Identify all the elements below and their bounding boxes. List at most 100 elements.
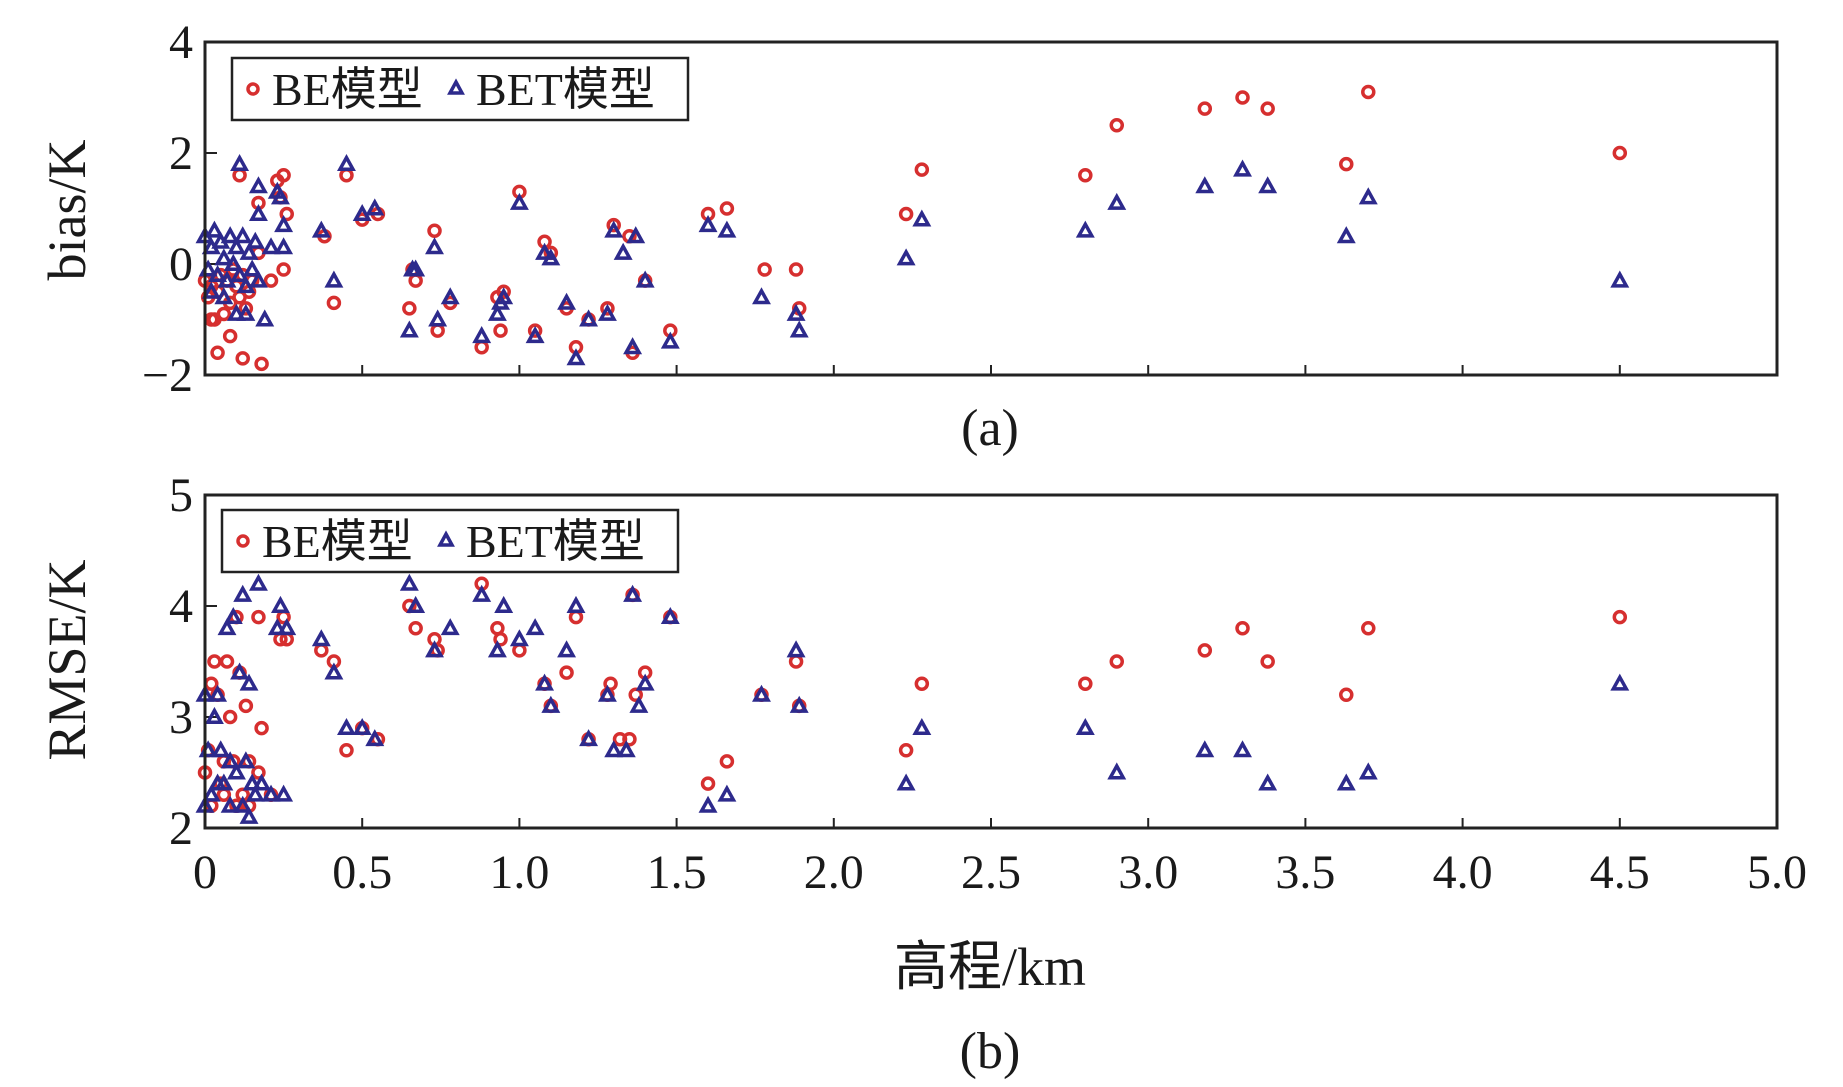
panel-a-bet-point	[399, 320, 419, 338]
panel-a-legend-bet-marker	[447, 78, 465, 95]
panel-b-be-point	[222, 709, 238, 725]
panel-a-ylabel: bias/K	[37, 140, 97, 281]
panel-a-legend-be-label: BE模型	[272, 64, 423, 115]
panel-b-be-point	[339, 743, 354, 758]
panel-a-bet-point	[1610, 270, 1630, 288]
panel-a-be-point	[263, 273, 279, 288]
panel-b-xlabel: 高程/km	[894, 937, 1086, 997]
panel-a-be-point	[326, 295, 342, 311]
panel-b-bet-point	[267, 618, 287, 636]
panel-a-bet-point	[597, 303, 617, 321]
panel-a-bet-point	[635, 270, 655, 288]
panel-a-bet-point	[311, 220, 331, 238]
panel-b-bet-point	[230, 662, 250, 680]
panel-a-bet-point	[557, 292, 577, 310]
panel-b-x-ticks: 0 0.5 1.0 1.5 2.0 2.5 3.0 3.5 4.0 4.5 5.0	[193, 818, 1807, 899]
panel-b-bet-point	[1358, 762, 1378, 780]
panel-b-bet-point	[541, 695, 561, 713]
panel-a-bet-point	[604, 220, 624, 238]
panel-b-bet-point	[1075, 717, 1095, 736]
panel-a-bet-point	[912, 209, 932, 227]
panel-a-be-point	[339, 167, 354, 183]
panel-a-bet-point	[535, 242, 555, 260]
panel-b-be-point	[1339, 687, 1354, 703]
panel-a-bet-point	[217, 270, 237, 288]
panel-a-be-point	[402, 301, 417, 316]
panel-a-bet-point	[245, 231, 265, 249]
panel-a-bet-point	[1336, 226, 1356, 244]
panel-a-bet-point	[1233, 159, 1252, 177]
panel-a-be-point	[1361, 84, 1376, 100]
panel-b-be-point	[314, 643, 329, 658]
panel-b-be-point	[219, 654, 235, 669]
panel-a-bet-point	[428, 309, 448, 327]
panel-a-be-point	[408, 273, 423, 288]
panel-b-be-point	[719, 754, 735, 769]
panel-a-bet-point	[698, 215, 718, 233]
panel-b-be-point	[251, 609, 266, 625]
panel-b-be-point	[622, 731, 637, 747]
panel-b-be-point	[898, 743, 914, 758]
panel-a-be-point	[898, 206, 914, 222]
panel-b-be-point	[628, 687, 643, 703]
panel-a-be-point	[600, 301, 615, 316]
panel-a-bet-point	[214, 287, 234, 305]
panel-b-be-point	[490, 620, 505, 636]
panel-a-be-point	[276, 262, 291, 277]
panel-a-be-point	[1339, 156, 1354, 172]
panel-b-bet-point	[1610, 673, 1630, 691]
panel-a-bet-point	[626, 226, 646, 244]
panel-a-bet-point	[337, 153, 356, 172]
panel-b-xtick-label: 4.5	[1590, 846, 1650, 899]
panel-a-bet-point	[230, 153, 250, 172]
panel-a-be-point	[238, 301, 254, 316]
panel-a-ytick-label: 4	[169, 16, 193, 69]
panel-a-bet-point	[406, 259, 426, 277]
panel-a-bet-point	[255, 309, 275, 327]
panel-a-legend: BE模型 BET模型	[230, 56, 690, 122]
panel-b-be-point	[254, 720, 269, 736]
panel-a-be-point	[496, 284, 511, 299]
panel-b-be-point	[568, 609, 584, 625]
panel-a-ytick-label: 0	[169, 238, 193, 291]
panel-a-bet-point	[1195, 176, 1215, 194]
panel-a-be-point	[222, 328, 238, 344]
panel-b-be-point	[914, 676, 930, 691]
panel-b-bet-point	[248, 573, 268, 591]
panel-a-bet-point	[566, 348, 586, 366]
panel-a-be-point	[1260, 101, 1275, 116]
panel-b-legend: BE模型 BET模型	[220, 508, 680, 574]
panel-b-xtick-label: 1.0	[489, 846, 549, 899]
panel-b-bet-point	[717, 784, 737, 802]
panel-b-be-point	[1078, 676, 1093, 691]
panel-a-be-point	[427, 223, 442, 238]
panel-b-bet-point	[220, 795, 240, 813]
panel-a-bet-point	[1358, 187, 1378, 205]
panel-b-bet-point	[440, 618, 460, 636]
panel-b-bet-point	[324, 662, 344, 680]
panel-b-bet-point	[211, 740, 231, 758]
panel-b-bet-point	[406, 595, 426, 613]
panel-b-bet-point	[604, 740, 624, 758]
panel-a-bet-point	[248, 203, 268, 221]
panel-b-be-point	[207, 654, 222, 669]
panel-b-plot-frame	[203, 493, 1779, 830]
panel-a-bet-point	[660, 331, 680, 349]
panel-b-legend-bet-marker	[437, 530, 455, 547]
panel-b-xtick-label: 4.0	[1433, 846, 1493, 899]
panel-b-bet-point	[236, 751, 256, 769]
panel-a-bet-point	[786, 303, 806, 321]
panel-b-xtick-label: 2.0	[804, 846, 864, 899]
panel-b-bet-point	[208, 684, 228, 702]
panel-b-ytick-label: 2	[169, 802, 193, 855]
panel-a-bet-point	[525, 326, 545, 344]
panel-b-ylabel: RMSE/K	[37, 559, 97, 760]
panel-b-be-point	[204, 676, 219, 691]
panel-b-xtick-label: 2.5	[961, 846, 1021, 899]
panel-a-caption: (a)	[961, 400, 1019, 457]
panel-b-bet-point	[204, 706, 224, 724]
panel-a-bet-point	[1107, 192, 1127, 210]
panel-a-bet-point	[226, 303, 246, 321]
panel-b-bet-point	[525, 618, 545, 636]
panel-b-bet-point	[239, 806, 259, 824]
